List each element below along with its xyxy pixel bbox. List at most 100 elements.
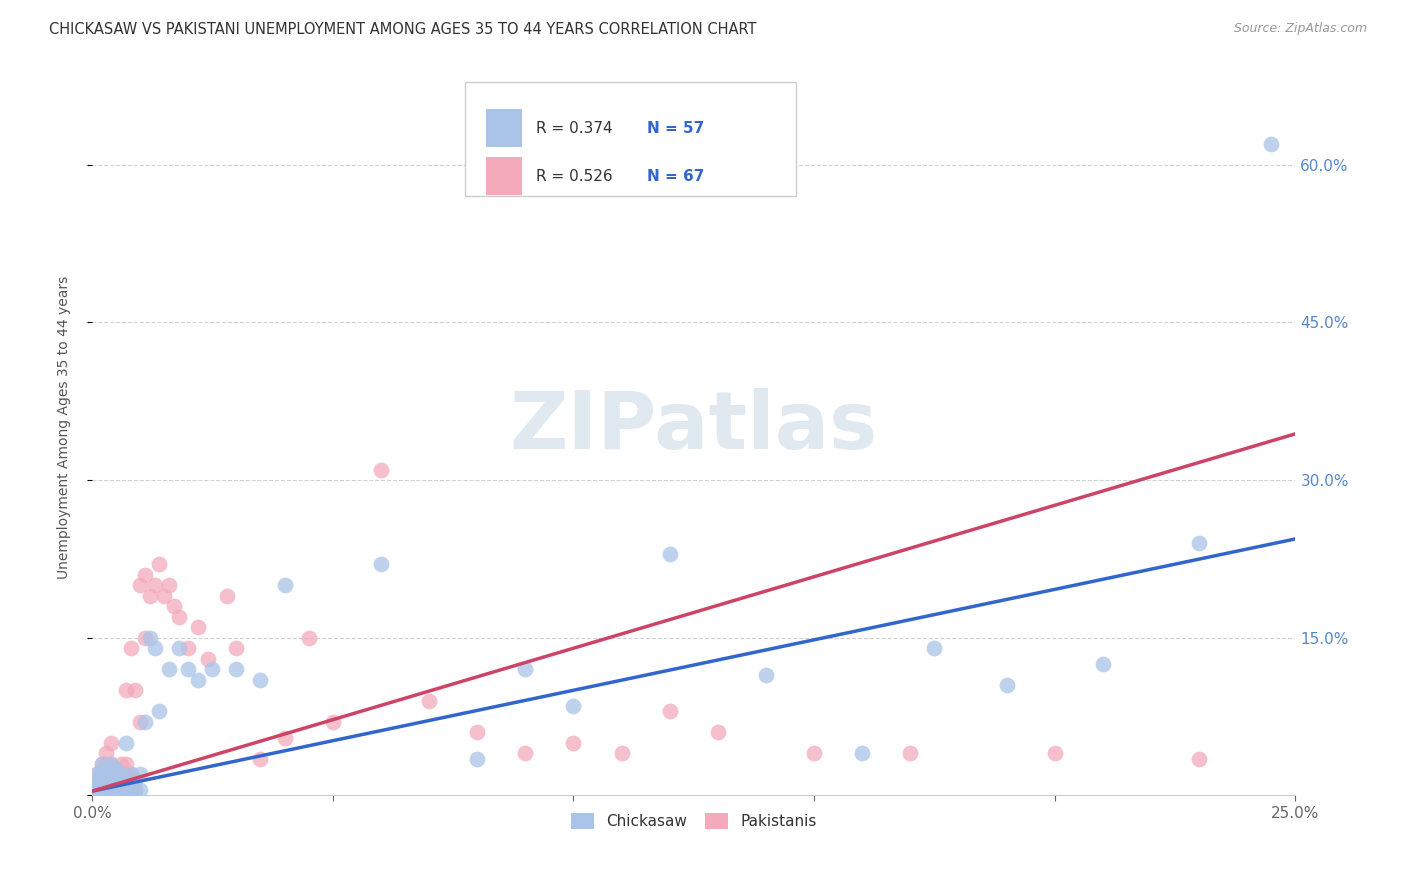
Point <box>105 762 128 776</box>
Point <box>215 589 238 603</box>
Point <box>707 725 730 739</box>
Point <box>96 778 118 792</box>
Point <box>110 767 132 781</box>
Point <box>110 783 132 797</box>
Point <box>153 589 176 603</box>
Point <box>96 783 118 797</box>
Point <box>298 631 321 645</box>
Point <box>86 767 108 781</box>
Point <box>100 756 122 771</box>
Point <box>105 778 128 792</box>
Point <box>96 767 118 781</box>
Point <box>143 641 166 656</box>
Text: CHICKASAW VS PAKISTANI UNEMPLOYMENT AMONG AGES 35 TO 44 YEARS CORRELATION CHART: CHICKASAW VS PAKISTANI UNEMPLOYMENT AMON… <box>49 22 756 37</box>
Point <box>114 683 136 698</box>
Point <box>465 725 488 739</box>
Point <box>1091 657 1114 671</box>
Point <box>139 589 162 603</box>
Point <box>249 751 271 765</box>
Text: Source: ZipAtlas.com: Source: ZipAtlas.com <box>1233 22 1367 36</box>
Point <box>177 662 200 676</box>
Point <box>110 783 132 797</box>
Bar <box>485 109 522 147</box>
Point <box>134 631 156 645</box>
Point <box>96 767 118 781</box>
Point <box>86 767 108 781</box>
Point <box>177 641 200 656</box>
Point <box>515 662 537 676</box>
Point <box>167 609 190 624</box>
Point <box>658 704 681 718</box>
Point <box>100 778 122 792</box>
Point <box>100 756 122 771</box>
Bar <box>485 157 522 195</box>
FancyBboxPatch shape <box>465 82 796 195</box>
Point <box>90 783 112 797</box>
Point <box>148 557 170 571</box>
Point <box>370 557 392 571</box>
Point <box>100 778 122 792</box>
Point <box>105 767 128 781</box>
Point <box>96 762 118 776</box>
Point <box>225 662 247 676</box>
Point <box>610 747 633 761</box>
Point <box>124 772 146 787</box>
Point <box>157 662 180 676</box>
Point <box>114 756 136 771</box>
Point <box>465 751 488 765</box>
Text: R = 0.374: R = 0.374 <box>536 120 613 136</box>
Point <box>995 678 1018 692</box>
Point <box>90 756 112 771</box>
Point <box>201 662 224 676</box>
Point <box>225 641 247 656</box>
Point <box>100 767 122 781</box>
Point <box>273 731 295 745</box>
Point <box>515 747 537 761</box>
Text: N = 57: N = 57 <box>647 120 704 136</box>
Point <box>129 783 152 797</box>
Point <box>803 747 825 761</box>
Point <box>129 767 152 781</box>
Point <box>86 778 108 792</box>
Point <box>96 778 118 792</box>
Point <box>322 714 344 729</box>
Point <box>139 631 162 645</box>
Point <box>658 547 681 561</box>
Point <box>96 783 118 797</box>
Point <box>273 578 295 592</box>
Point <box>110 767 132 781</box>
Point <box>100 736 122 750</box>
Text: N = 67: N = 67 <box>647 169 704 184</box>
Point <box>1188 751 1211 765</box>
Point <box>120 767 142 781</box>
Point <box>114 783 136 797</box>
Point <box>120 783 142 797</box>
Point <box>562 736 585 750</box>
Point <box>114 778 136 792</box>
Point <box>96 772 118 787</box>
Point <box>197 652 219 666</box>
Point <box>418 694 440 708</box>
Point <box>129 578 152 592</box>
Point <box>124 683 146 698</box>
Point <box>114 778 136 792</box>
Point <box>100 767 122 781</box>
Point <box>1043 747 1066 761</box>
Point <box>1260 136 1282 151</box>
Point <box>110 778 132 792</box>
Point <box>167 641 190 656</box>
Point <box>148 704 170 718</box>
Point <box>1188 536 1211 550</box>
Point <box>124 783 146 797</box>
Text: ZIPatlas: ZIPatlas <box>509 389 877 467</box>
Point <box>90 756 112 771</box>
Point <box>96 772 118 787</box>
Point <box>187 673 209 687</box>
Point <box>96 756 118 771</box>
Point <box>851 747 873 761</box>
Point <box>114 736 136 750</box>
Point <box>96 747 118 761</box>
Point <box>110 778 132 792</box>
Point <box>755 667 778 681</box>
Point <box>90 778 112 792</box>
